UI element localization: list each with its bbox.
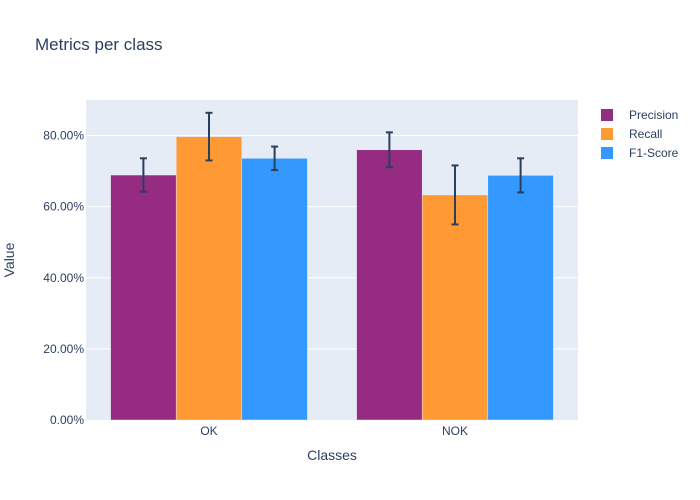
- y-tick-label: 20.00%: [43, 342, 84, 356]
- y-tick-label: 0.00%: [50, 413, 84, 427]
- bars: [110, 136, 554, 421]
- bar: [175, 136, 243, 421]
- x-tick-label: OK: [200, 424, 217, 438]
- y-axis-ticks: 0.00% 20.00% 40.00% 60.00% 80.00%: [43, 129, 84, 427]
- x-axis-ticks: OK NOK: [200, 424, 468, 438]
- chart-title: Metrics per class: [35, 35, 163, 54]
- x-tick-label: NOK: [442, 424, 468, 438]
- y-tick-label: 40.00%: [43, 271, 84, 285]
- legend-label: F1-Score: [629, 146, 679, 160]
- error-bars: [139, 111, 525, 226]
- legend: Precision Recall F1-Score: [601, 108, 679, 160]
- x-axis-title: Classes: [307, 447, 357, 463]
- bar: [421, 194, 489, 421]
- legend-swatch: [601, 147, 613, 159]
- legend-swatch: [601, 128, 613, 140]
- legend-label: Precision: [629, 108, 678, 122]
- bar: [356, 149, 423, 421]
- legend-label: Recall: [629, 127, 662, 141]
- bar: [487, 175, 554, 421]
- legend-swatch: [601, 109, 613, 121]
- y-tick-label: 80.00%: [43, 129, 84, 143]
- y-axis-title: Value: [1, 242, 17, 277]
- y-tick-label: 60.00%: [43, 200, 84, 214]
- bar: [241, 158, 308, 421]
- bar: [110, 174, 177, 421]
